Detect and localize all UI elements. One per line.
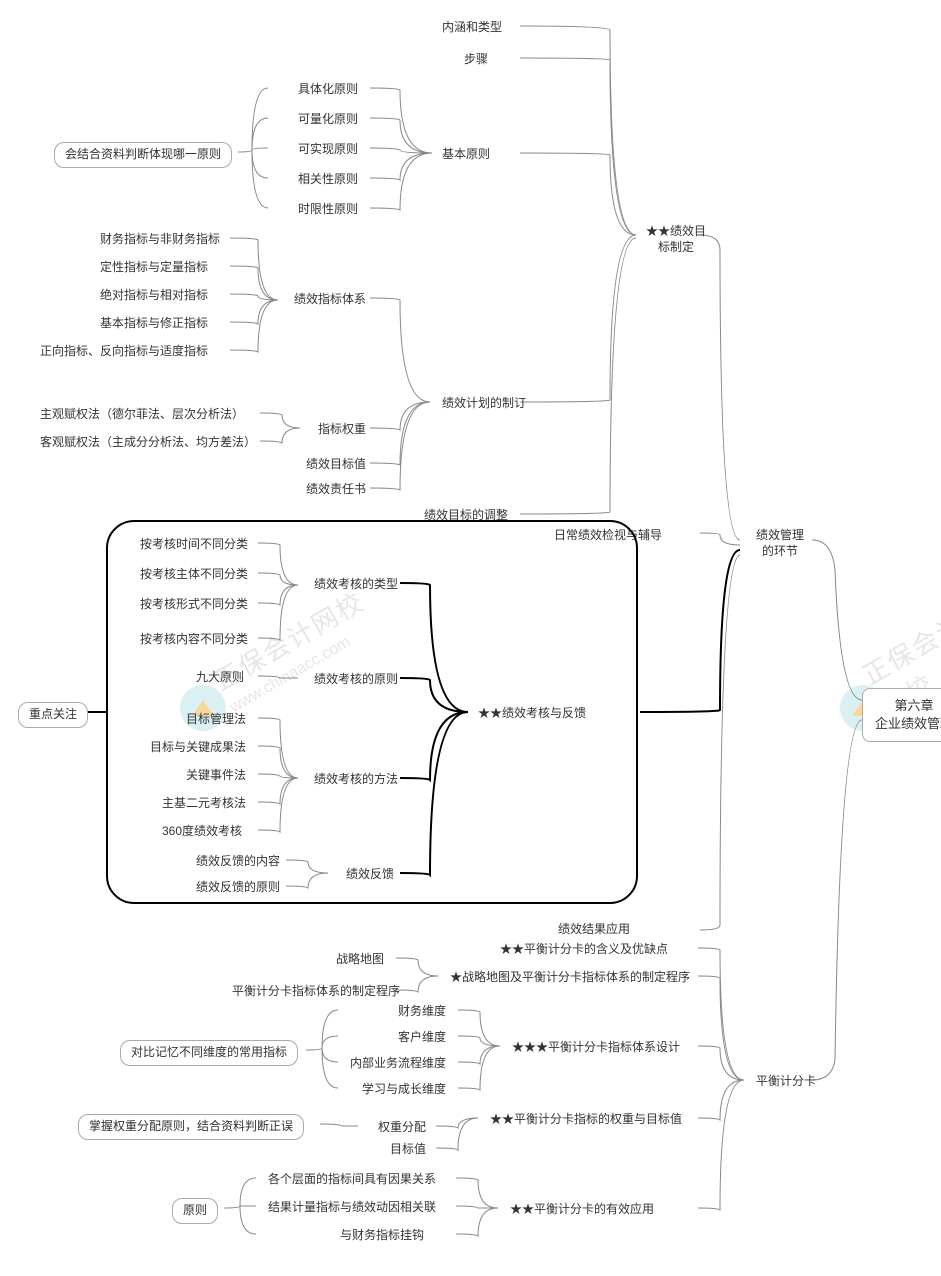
leaf: 定性指标与定量指标: [90, 256, 218, 280]
leaf: 目标管理法: [176, 708, 256, 732]
leaf: ★战略地图及平衡计分卡指标体系的制定程序: [440, 966, 700, 990]
leaf: 客观赋权法（主成分分析法、均方差法）: [30, 431, 266, 455]
leaf: 按考核形式不同分类: [130, 593, 258, 617]
leaf: 可量化原则: [288, 108, 368, 132]
note-dimensions: 对比记忆不同维度的常用指标: [120, 1040, 298, 1066]
leaf: 绩效目标值: [296, 453, 376, 477]
leaf: 与财务指标挂钩: [330, 1224, 434, 1248]
node-goal-setting: ★★绩效目 标制定: [636, 220, 716, 259]
node-daily: 日常绩效检视与辅导: [544, 524, 672, 548]
leaf: 绩效计划的制订: [432, 392, 536, 416]
branch-bsc: 平衡计分卡: [746, 1070, 826, 1094]
leaf: 具体化原则: [288, 78, 368, 102]
branch-stages: 绩效管理 的环节: [746, 524, 814, 563]
leaf: 学习与成长维度: [352, 1078, 456, 1102]
leaf: 步骤: [454, 48, 498, 72]
leaf: 按考核内容不同分类: [130, 628, 258, 652]
leaf: 内部业务流程维度: [340, 1052, 456, 1076]
leaf: 指标权重: [308, 418, 376, 442]
leaf: 财务维度: [388, 1000, 456, 1024]
node-review: ★★绩效考核与反馈: [468, 702, 596, 726]
note-weight: 掌握权重分配原则，结合资料判断正误: [78, 1114, 304, 1140]
leaf: 按考核时间不同分类: [130, 533, 258, 557]
leaf: 基本原则: [432, 143, 500, 167]
note-principles: 会结合资料判断体现哪一原则: [54, 142, 232, 168]
leaf: 绩效反馈: [336, 863, 404, 887]
leaf: 九大原则: [186, 666, 254, 690]
leaf: 绩效反馈的内容: [186, 850, 290, 874]
leaf: 主观赋权法（德尔菲法、层次分析法）: [30, 403, 254, 427]
leaf: 360度绩效考核: [152, 820, 252, 844]
leaf: 按考核主体不同分类: [130, 563, 258, 587]
leaf: 内涵和类型: [432, 16, 512, 40]
leaf: ★★平衡计分卡的有效应用: [500, 1198, 664, 1222]
leaf: 绩效反馈的原则: [186, 876, 290, 900]
leaf: 目标值: [380, 1138, 436, 1162]
leaf: 平衡计分卡指标体系的制定程序: [222, 980, 410, 1004]
root-line2: 企业绩效管理: [875, 715, 941, 733]
leaf: ★★平衡计分卡的含义及优缺点: [490, 938, 678, 962]
leaf: ★★★平衡计分卡指标体系设计: [502, 1036, 690, 1060]
leaf: 主基二元考核法: [152, 792, 256, 816]
leaf: 基本指标与修正指标: [90, 312, 218, 336]
leaf: ★★平衡计分卡指标的权重与目标值: [480, 1108, 692, 1132]
note-focus: 重点关注: [18, 702, 88, 728]
leaf: 财务指标与非财务指标: [90, 228, 230, 252]
leaf: 绩效责任书: [296, 478, 376, 502]
leaf: 结果计量指标与绩效动因相关联: [258, 1196, 446, 1220]
leaf: 权重分配: [368, 1116, 436, 1140]
note-apply: 原则: [172, 1198, 218, 1224]
leaf: 目标与关键成果法: [140, 736, 256, 760]
leaf: 可实现原则: [288, 138, 368, 162]
root-node: 第六章 企业绩效管理: [862, 688, 941, 742]
leaf: 绩效目标的调整: [414, 504, 518, 528]
leaf: 时限性原则: [288, 198, 368, 222]
leaf: 绩效考核的类型: [304, 573, 408, 597]
leaf: 关键事件法: [176, 764, 256, 788]
leaf: 相关性原则: [288, 168, 368, 192]
leaf: 战略地图: [326, 948, 394, 972]
leaf: 绩效考核的原则: [304, 668, 408, 692]
leaf: 绝对指标与相对指标: [90, 284, 218, 308]
leaf: 绩效指标体系: [284, 288, 376, 312]
leaf: 绩效考核的方法: [304, 768, 408, 792]
leaf: 客户维度: [388, 1026, 456, 1050]
leaf: 正向指标、反向指标与适度指标: [30, 340, 218, 364]
leaf: 各个层面的指标间具有因果关系: [258, 1168, 446, 1192]
root-line1: 第六章: [875, 697, 941, 715]
